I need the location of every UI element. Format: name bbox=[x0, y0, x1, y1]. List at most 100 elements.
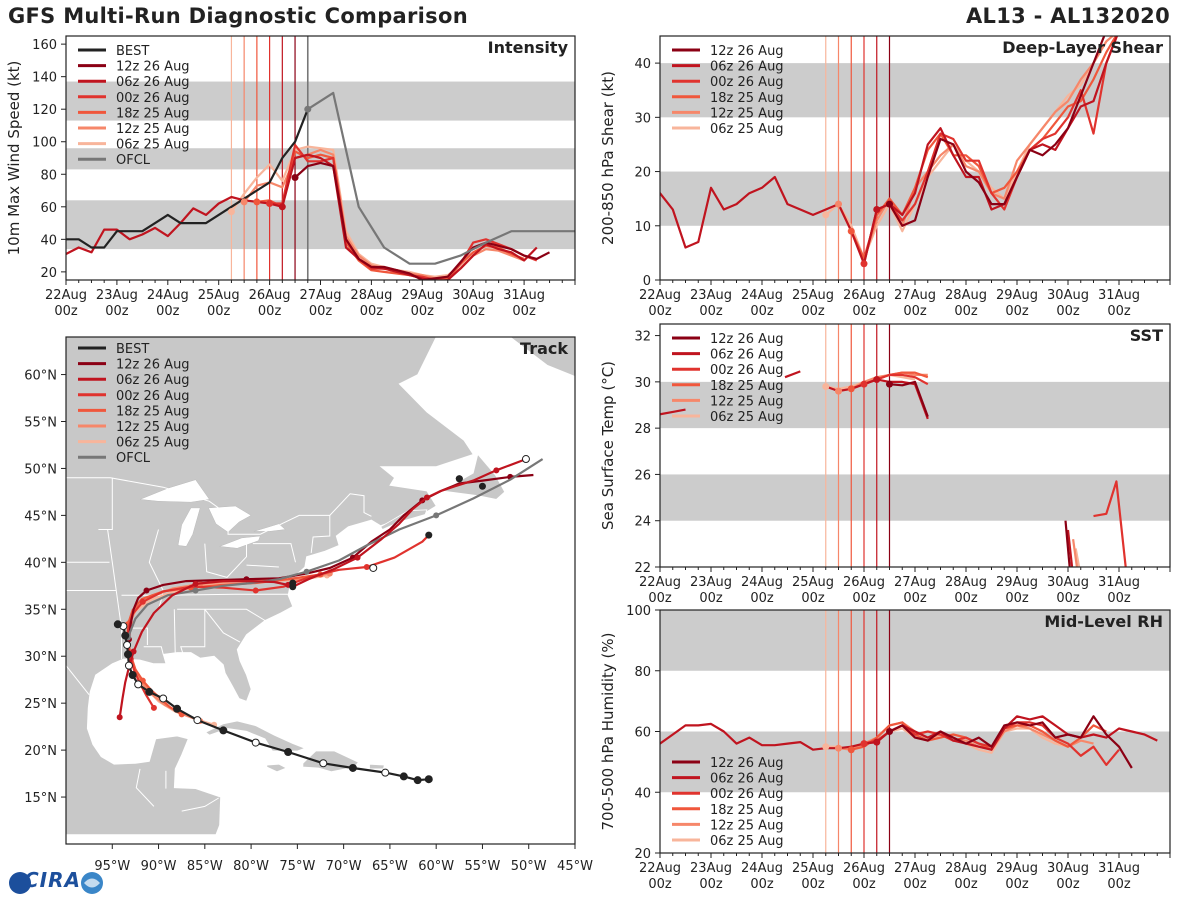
legend-label: 06z 25 Aug bbox=[116, 138, 190, 153]
init-marker bbox=[860, 260, 868, 268]
panel-title: Mid-Level RH bbox=[1044, 612, 1163, 631]
series-line bbox=[66, 108, 309, 249]
y-tick-label: 100 bbox=[32, 136, 57, 151]
init-marker bbox=[860, 740, 868, 748]
x-tick-label: 00z bbox=[1107, 304, 1131, 319]
x-tick-label: 65°W bbox=[372, 859, 408, 874]
x-tick-label: 00z bbox=[1005, 877, 1029, 892]
track-point bbox=[192, 580, 199, 587]
cira-logo-text: CIRA bbox=[24, 868, 81, 892]
x-tick-label: 90°W bbox=[141, 859, 177, 874]
track-point bbox=[493, 467, 500, 474]
track-point bbox=[354, 554, 361, 561]
x-tick-label: 25Aug bbox=[792, 288, 834, 303]
y-tick-label: 22 bbox=[634, 561, 651, 576]
x-tick-label: 26Aug bbox=[843, 288, 885, 303]
init-marker bbox=[873, 738, 881, 746]
track-point bbox=[173, 704, 182, 713]
y-tick-label: 160 bbox=[32, 38, 57, 53]
y-tick-label: 30°N bbox=[24, 650, 57, 665]
border bbox=[310, 515, 331, 553]
legend-label: 18z 25 Aug bbox=[710, 379, 784, 394]
x-tick-label: 75°W bbox=[279, 859, 315, 874]
track-point bbox=[139, 598, 146, 605]
x-tick-label: 31Aug bbox=[1098, 575, 1140, 590]
legend-label: 12z 26 Aug bbox=[116, 358, 190, 373]
legend-label: 00z 26 Aug bbox=[710, 363, 784, 378]
track-point bbox=[116, 714, 123, 721]
land bbox=[509, 337, 575, 377]
panel-title: Track bbox=[520, 339, 568, 358]
track-point bbox=[413, 776, 422, 785]
x-tick-label: 00z bbox=[903, 591, 927, 606]
y-tick-label: 100 bbox=[626, 604, 651, 619]
x-tick-label: 22Aug bbox=[45, 288, 87, 303]
band bbox=[66, 200, 575, 250]
track-point bbox=[150, 704, 157, 711]
legend-label: 00z 26 Aug bbox=[710, 787, 784, 802]
y-axis: 15°N 20°N 25°N 30°N 35°N 40°N 45°N 50°N 55°N 60°N bbox=[24, 369, 66, 806]
y-tick-label: 50°N bbox=[24, 462, 57, 477]
track-point-open bbox=[369, 563, 378, 572]
legend-label: 00z 26 Aug bbox=[710, 75, 784, 90]
x-tick-label: 45°W bbox=[557, 859, 593, 874]
border bbox=[173, 609, 176, 653]
y-axis-label: 200-850 hPa Shear (kt) bbox=[599, 71, 617, 245]
x-tick-label: 26Aug bbox=[843, 575, 885, 590]
x-tick-label: 00z bbox=[699, 877, 723, 892]
border bbox=[177, 608, 266, 621]
y-axis: 22 24 26 28 30 32 Sea Surface Temp (°C) bbox=[599, 330, 660, 576]
x-tick-label: 00z bbox=[801, 304, 825, 319]
x-tick-label: 29Aug bbox=[996, 861, 1038, 876]
y-axis-label: 700-500 hPa Humidity (%) bbox=[599, 632, 617, 830]
y-tick-label: 25°N bbox=[24, 697, 57, 712]
init-marker bbox=[873, 206, 881, 214]
x-tick-label: 95°W bbox=[94, 859, 130, 874]
x-tick-label: 22Aug bbox=[639, 288, 681, 303]
x-tick-label: 00z bbox=[801, 591, 825, 606]
y-tick-label: 40 bbox=[634, 786, 651, 801]
track-point bbox=[143, 587, 150, 594]
init-marker bbox=[886, 728, 893, 735]
x-tick-label: 22Aug bbox=[639, 575, 681, 590]
x-tick-label: 25Aug bbox=[792, 861, 834, 876]
track-point-open bbox=[124, 661, 133, 670]
x-tick-label: 23Aug bbox=[690, 288, 732, 303]
legend-label: 12z 25 Aug bbox=[116, 122, 190, 137]
border bbox=[66, 477, 372, 535]
x-tick-label: 28Aug bbox=[350, 288, 392, 303]
legend-label: BEST bbox=[116, 44, 149, 59]
x-tick-label: 00z bbox=[258, 304, 282, 319]
series-line bbox=[307, 91, 575, 265]
x-tick-label: 31Aug bbox=[1098, 288, 1140, 303]
track-point bbox=[433, 512, 440, 519]
x-tick-label: 25Aug bbox=[198, 288, 240, 303]
band bbox=[660, 474, 1170, 521]
panel-title: Deep-Layer Shear bbox=[1002, 38, 1163, 57]
track-point bbox=[478, 482, 486, 490]
track-point-open bbox=[123, 640, 132, 649]
x-tick-label: 00z bbox=[648, 304, 672, 319]
x-tick-label: 27Aug bbox=[894, 861, 936, 876]
y-tick-label: 28 bbox=[634, 422, 651, 437]
x-tick-label: 24Aug bbox=[741, 288, 783, 303]
x-tick-label: 24Aug bbox=[741, 575, 783, 590]
init-marker bbox=[278, 203, 286, 211]
series-line bbox=[784, 370, 801, 379]
track-point bbox=[363, 564, 370, 571]
legend-label: 12z 26 Aug bbox=[710, 756, 784, 771]
intensity-plot-area bbox=[66, 36, 575, 280]
init-marker bbox=[847, 746, 855, 754]
init-marker bbox=[822, 211, 830, 219]
lake bbox=[177, 507, 201, 547]
track-line bbox=[126, 534, 430, 709]
x-tick-label: 28Aug bbox=[945, 575, 987, 590]
init-marker bbox=[886, 380, 893, 388]
x-tick-label: 24Aug bbox=[741, 861, 783, 876]
y-tick-label: 40°N bbox=[24, 556, 57, 571]
x-tick-label: 00z bbox=[750, 877, 774, 892]
